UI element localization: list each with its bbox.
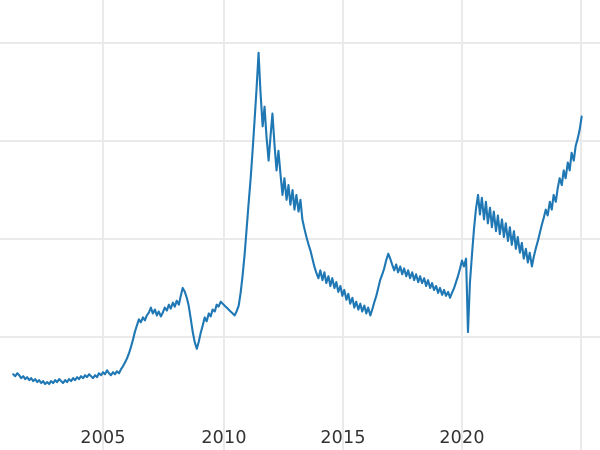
y-gridlines <box>0 42 600 338</box>
x-gridlines <box>102 0 582 450</box>
series-line <box>12 51 583 386</box>
data-series-group <box>12 51 583 386</box>
